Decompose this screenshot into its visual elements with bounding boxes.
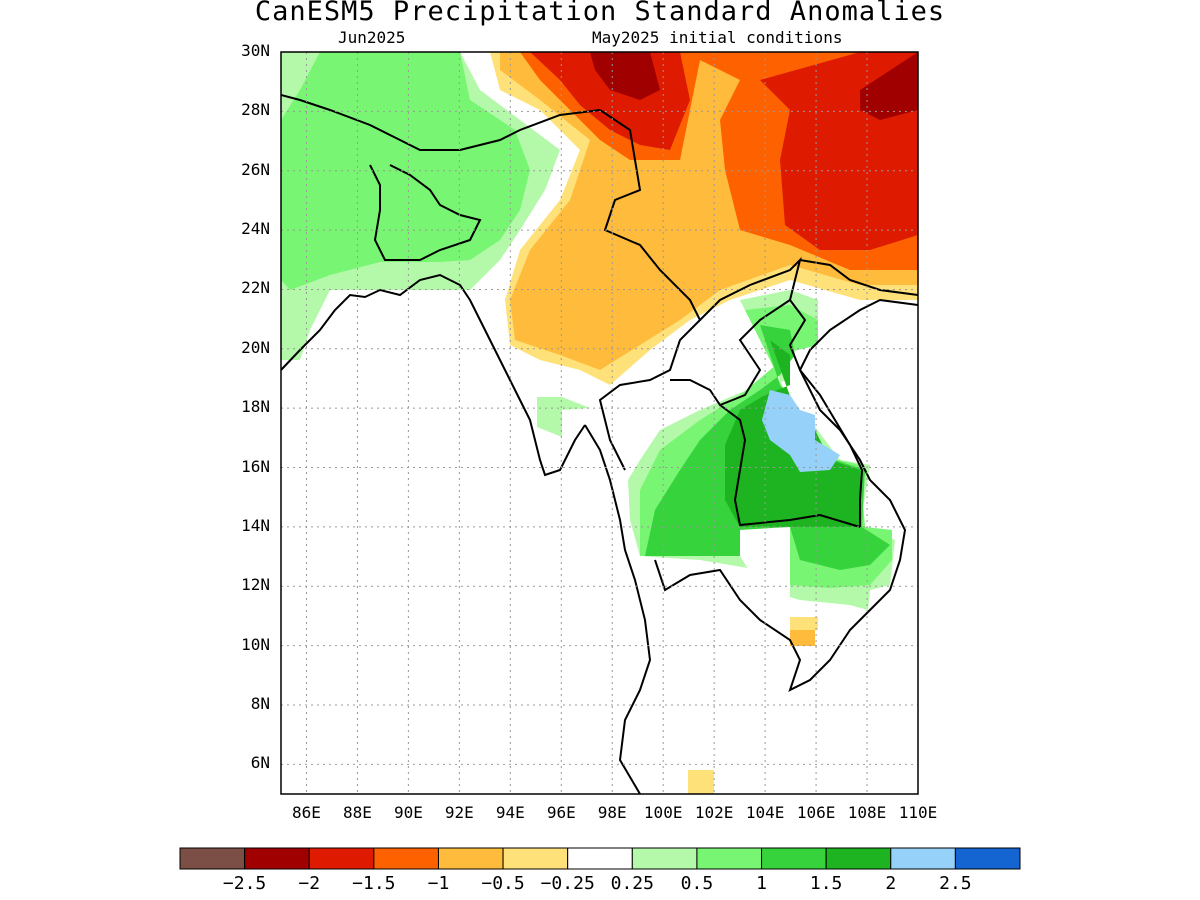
lat-tick-label: 26N bbox=[241, 159, 270, 179]
lon-tick-label: 98E bbox=[597, 803, 627, 822]
colorbar-label: 2 bbox=[885, 873, 897, 894]
colorbar-swatch bbox=[567, 847, 633, 870]
lon-tick-label: 104E bbox=[745, 803, 785, 822]
anomaly-region-darkred-north bbox=[590, 52, 660, 100]
lat-tick-label: 20N bbox=[241, 337, 270, 357]
coastline-malay-peninsula-west bbox=[584, 424, 652, 794]
colorbar-swatch bbox=[179, 847, 246, 870]
lat-tick-label: 12N bbox=[241, 575, 270, 595]
lat-tick-label: 14N bbox=[241, 515, 270, 535]
colorbar-label: −2 bbox=[298, 873, 321, 894]
lat-tick-label: 18N bbox=[241, 397, 270, 417]
anomaly-patch-yellow-vietnam bbox=[790, 617, 818, 630]
colorbar-label: 0.25 bbox=[610, 873, 654, 894]
lat-tick-label: 24N bbox=[241, 219, 270, 239]
colorbar-swatch bbox=[825, 847, 892, 870]
lon-tick-label: 94E bbox=[495, 803, 525, 822]
border-laos-vietnam bbox=[788, 299, 864, 527]
colorbar-label: 2.5 bbox=[939, 873, 972, 894]
lon-tick-label: 102E bbox=[694, 803, 734, 822]
border-bangladesh bbox=[369, 164, 482, 261]
colorbar-swatch bbox=[244, 847, 310, 870]
map-frame bbox=[280, 51, 919, 795]
colorbar-swatch bbox=[954, 847, 1021, 870]
lat-tick-label: 28N bbox=[241, 100, 270, 120]
border-laos bbox=[670, 256, 802, 407]
colorbar-label: −1.5 bbox=[352, 873, 396, 894]
anomaly-patch-yellow-south bbox=[688, 770, 714, 794]
lat-tick-label: 16N bbox=[241, 456, 270, 476]
lat-tick-label: 22N bbox=[241, 278, 270, 298]
colorbar-label: 1.5 bbox=[809, 873, 843, 894]
colorbar-label: −0.5 bbox=[481, 873, 525, 894]
colorbar-label: 1 bbox=[756, 873, 767, 894]
colorbar-swatch bbox=[502, 847, 569, 870]
colorbar-swatch bbox=[308, 847, 375, 870]
colorbar-swatch bbox=[696, 847, 763, 870]
chart-subtitle-init: May2025 initial conditions bbox=[592, 28, 843, 47]
anomaly-region-blue-laos bbox=[762, 390, 840, 472]
lat-tick-label: 10N bbox=[241, 634, 270, 654]
coastline-india-bangladesh bbox=[281, 273, 586, 477]
lon-tick-label: 90E bbox=[393, 803, 423, 822]
colorbar-swatch bbox=[373, 847, 439, 870]
anomaly-patch-green-bay bbox=[537, 397, 590, 437]
lat-tick-label: 6N bbox=[250, 753, 270, 773]
border-china-vietnam bbox=[799, 259, 918, 296]
lon-tick-label: 108E bbox=[847, 803, 887, 822]
lon-tick-label: 106E bbox=[796, 803, 836, 822]
coastlines-and-borders bbox=[281, 94, 918, 794]
colorbar-swatch bbox=[890, 847, 956, 870]
lon-tick-label: 110E bbox=[898, 803, 938, 822]
lat-tick-label: 30N bbox=[241, 41, 270, 60]
colorbar-swatch bbox=[761, 847, 827, 870]
border-myanmar-east bbox=[598, 109, 702, 471]
colorbar bbox=[179, 847, 1021, 870]
anomaly-region-darkred-east bbox=[860, 52, 918, 120]
anomaly-shading bbox=[281, 52, 918, 794]
lon-tick-label: 96E bbox=[546, 803, 576, 822]
colorbar-swatch bbox=[631, 847, 698, 870]
coastline-gulf-of-thailand bbox=[654, 298, 918, 692]
graticule bbox=[281, 51, 919, 794]
lon-tick-label: 86E bbox=[292, 803, 321, 822]
border-cambodia-thailand bbox=[719, 404, 861, 528]
chart-title: CanESM5 Precipitation Standard Anomalies bbox=[254, 0, 946, 27]
border-india-north bbox=[281, 94, 601, 151]
colorbar-label: 0.5 bbox=[680, 873, 714, 894]
colorbar-label: −2.5 bbox=[222, 873, 267, 894]
colorbar-label: −0.25 bbox=[540, 873, 595, 894]
colorbar-swatch bbox=[437, 847, 504, 870]
colorbar-label: −1 bbox=[427, 873, 450, 894]
lon-tick-label: 88E bbox=[342, 803, 372, 822]
chart-subtitle-month: Jun2025 bbox=[338, 28, 406, 47]
lon-tick-label: 92E bbox=[444, 803, 474, 822]
lat-tick-label: 8N bbox=[250, 693, 270, 713]
lon-tick-label: 100E bbox=[643, 803, 683, 822]
